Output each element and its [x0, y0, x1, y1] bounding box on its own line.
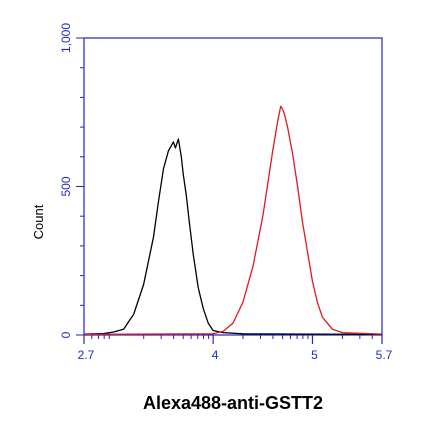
plot-frame [83, 37, 383, 336]
x-axis-label: Alexa488-anti-GSTT2 [143, 393, 323, 413]
x-axis-ticks [83, 335, 383, 344]
series-line-1 [83, 138, 383, 336]
series-line-2 [83, 105, 383, 336]
y-tick-label: 1,000 [59, 23, 73, 53]
y-tick-label: 0 [59, 331, 73, 338]
x-tick-label: 2.7 [78, 348, 95, 362]
series-layer [83, 105, 383, 336]
y-axis-label: Count [31, 204, 46, 239]
y-tick-label: 500 [59, 176, 73, 196]
x-axis-tick-labels: 2.7 4 5 5.7 [78, 348, 393, 362]
y-axis-ticks [76, 37, 84, 336]
x-tick-label: 5 [311, 348, 318, 362]
x-tick-label: 5.7 [376, 348, 393, 362]
y-axis-tick-labels: 0 500 1,000 [59, 23, 73, 339]
x-tick-label: 4 [212, 348, 219, 362]
